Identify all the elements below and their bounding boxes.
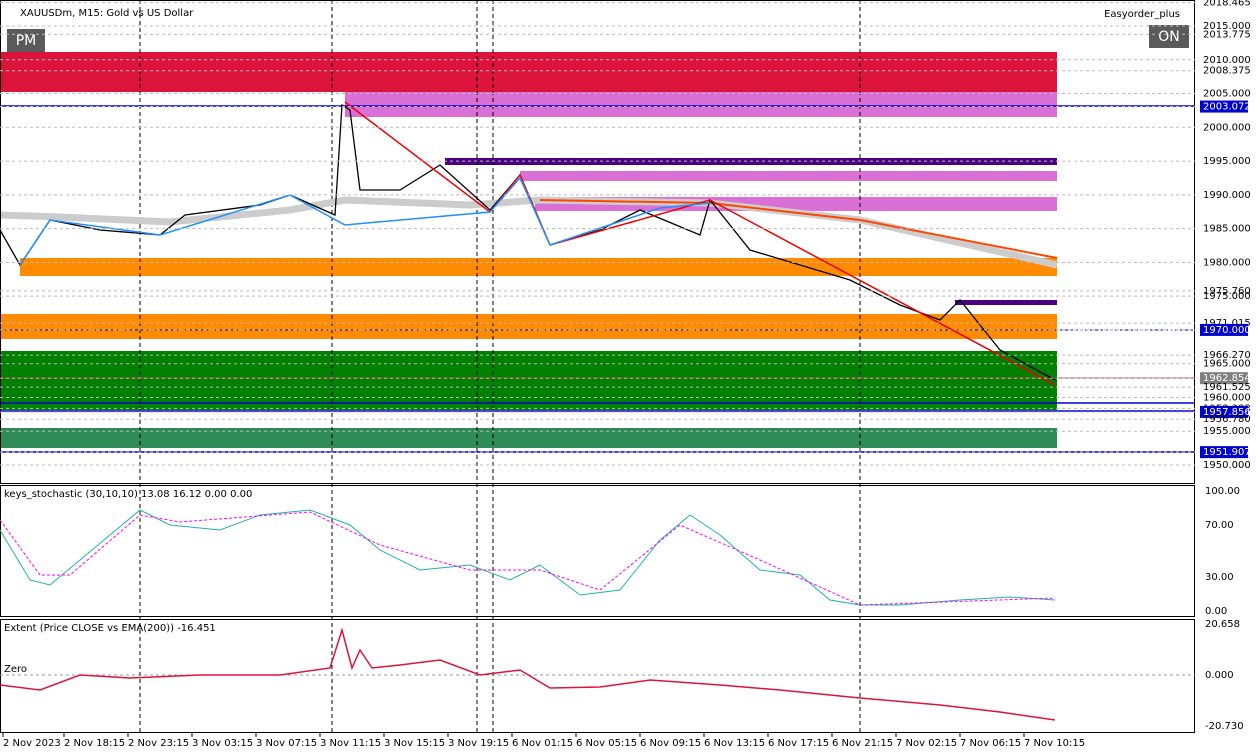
time-label: 3 Nov 19:15 — [448, 738, 509, 749]
time-label: 6 Nov 09:15 — [640, 738, 701, 749]
time-label: 3 Nov 11:15 — [320, 738, 381, 749]
time-label: 3 Nov 15:15 — [384, 738, 445, 749]
time-label: 3 Nov 03:15 — [192, 738, 253, 749]
time-label: 6 Nov 05:15 — [576, 738, 637, 749]
price-label: 1951.907 — [1203, 447, 1251, 458]
stochastic-axis-label: 30.00 — [1205, 572, 1234, 583]
price-label: 1970.000 — [1203, 325, 1251, 336]
time-label: 6 Nov 01:15 — [512, 738, 573, 749]
price-label: 1957.856 — [1203, 407, 1251, 418]
time-label: 7 Nov 02:15 — [896, 738, 957, 749]
price-label: 1985.000 — [1203, 224, 1251, 235]
price-line — [0, 103, 1056, 381]
price-label: 1956.780 — [1203, 414, 1251, 425]
price-label: 2000.000 — [1203, 122, 1251, 133]
stochastic-axis-label: 70.00 — [1205, 520, 1234, 531]
price-label: 2008.375 — [1203, 66, 1251, 77]
on-button[interactable] — [1149, 25, 1189, 48]
price-marker — [1200, 372, 1248, 385]
extent-axis-label: -20.730 — [1205, 721, 1244, 732]
price-label: 1961.525 — [1203, 382, 1251, 393]
price-label: 2018.465 — [1203, 0, 1251, 9]
stochastic-axis-label: 100.00 — [1205, 486, 1240, 497]
extent-line — [0, 627, 1056, 721]
time-label: 2 Nov 2023 — [3, 738, 61, 749]
price-marker — [1200, 323, 1248, 336]
price-label: 2005.000 — [1203, 89, 1251, 100]
price-label: 1955.000 — [1203, 426, 1251, 437]
extent-axis-label: 0.000 — [1205, 670, 1234, 681]
price-label: 1975.000 — [1203, 291, 1251, 302]
price-label: 1962.854 — [1203, 373, 1251, 384]
price-label: 1960.000 — [1203, 392, 1251, 403]
price-label: 1990.000 — [1203, 190, 1251, 201]
time-label: 6 Nov 13:15 — [704, 738, 765, 749]
price-label: 1975.760 — [1203, 286, 1251, 297]
price-label: 1971.015 — [1203, 318, 1251, 329]
extent-title: Extent (Price CLOSE vs EMA(200)) -16.451 — [4, 623, 216, 634]
extent-axis-label: 20.658 — [1205, 619, 1240, 630]
price-marker — [1200, 405, 1248, 418]
pm-button-label[interactable]: PM — [16, 33, 37, 49]
price-label: 2003.072 — [1203, 102, 1251, 113]
time-label: 6 Nov 17:15 — [768, 738, 829, 749]
time-label: 7 Nov 10:15 — [1024, 738, 1085, 749]
time-label: 3 Nov 07:15 — [256, 738, 317, 749]
price-label: 1966.270 — [1203, 350, 1251, 361]
panel-borders — [0, 0, 1195, 733]
price-marker — [1200, 100, 1248, 113]
zones — [0, 52, 1195, 453]
stochastic-signal — [0, 511, 1056, 606]
price-label: 1965.000 — [1203, 359, 1251, 370]
stochastic-axis-label: 0.00 — [1205, 606, 1227, 617]
vertical-markers — [139, 0, 861, 733]
price-label: 2010.000 — [1203, 55, 1251, 66]
zero-label: Zero — [4, 664, 27, 675]
price-label: 1980.000 — [1203, 257, 1251, 268]
stochastic-title: keys_stochastic (30,10,10) 13.08 16.12 0… — [4, 489, 252, 500]
price-marker — [1200, 446, 1248, 459]
price-label: 2015.000 — [1203, 21, 1251, 32]
time-label: 7 Nov 06:15 — [960, 738, 1021, 749]
price-label: 1995.000 — [1203, 156, 1251, 167]
on-button-label[interactable]: ON — [1158, 29, 1180, 45]
time-label: 2 Nov 18:15 — [64, 738, 125, 749]
zigzag-up — [19, 176, 711, 266]
time-label: 2 Nov 23:15 — [128, 738, 189, 749]
pm-button[interactable] — [7, 29, 45, 52]
price-label: 1950.000 — [1203, 460, 1251, 471]
expert-name: Easyorder_plus — [1104, 9, 1180, 20]
chart-title: XAUUSDm, M15: Gold vs US Dollar — [20, 8, 194, 19]
ema-line — [539, 199, 1058, 259]
price-label: 2013.775 — [1203, 29, 1251, 40]
time-label: 6 Nov 21:15 — [832, 738, 893, 749]
